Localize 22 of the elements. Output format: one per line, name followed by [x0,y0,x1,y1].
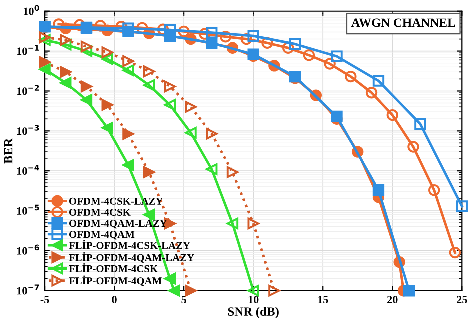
legend-label: FLİP-OFDM-4QAM [69,276,162,286]
y-tick-label: 10$^{−3}$ [18,124,40,136]
y-tick-label: 10$^{−5}$ [18,204,40,215]
x-axis-title: SNR (dB) [228,307,279,319]
legend-label: FLİP-OFDM-4CSK [69,263,158,272]
x-tick-label: 5 [182,296,186,304]
y-tick-label: 10$^{0}$ [24,5,40,16]
x-tick-label: 20 [388,296,398,304]
y-tick-label: 10$^{−6}$ [18,244,40,255]
annotation: AWGN CHANNEL [351,18,456,28]
x-tick-label: -5 [40,296,50,304]
x-tick-label: 25 [457,296,468,304]
x-tick-label: 15 [318,296,328,304]
y-axis-title: BER [4,138,13,164]
legend-label: OFDM-4CSK [70,209,131,216]
y-tick-label: 10$^{−7}$ [18,284,40,295]
x-tick-label: 0 [112,296,117,304]
legend-label: OFDM-4QAM [70,231,135,240]
y-tick-label: 10$^{−2}$ [18,85,40,96]
x-tick-label: 10 [248,296,259,304]
y-tick-label: 10$^{−1}$ [18,45,40,56]
y-tick-label: 10$^{−4}$ [18,164,40,175]
